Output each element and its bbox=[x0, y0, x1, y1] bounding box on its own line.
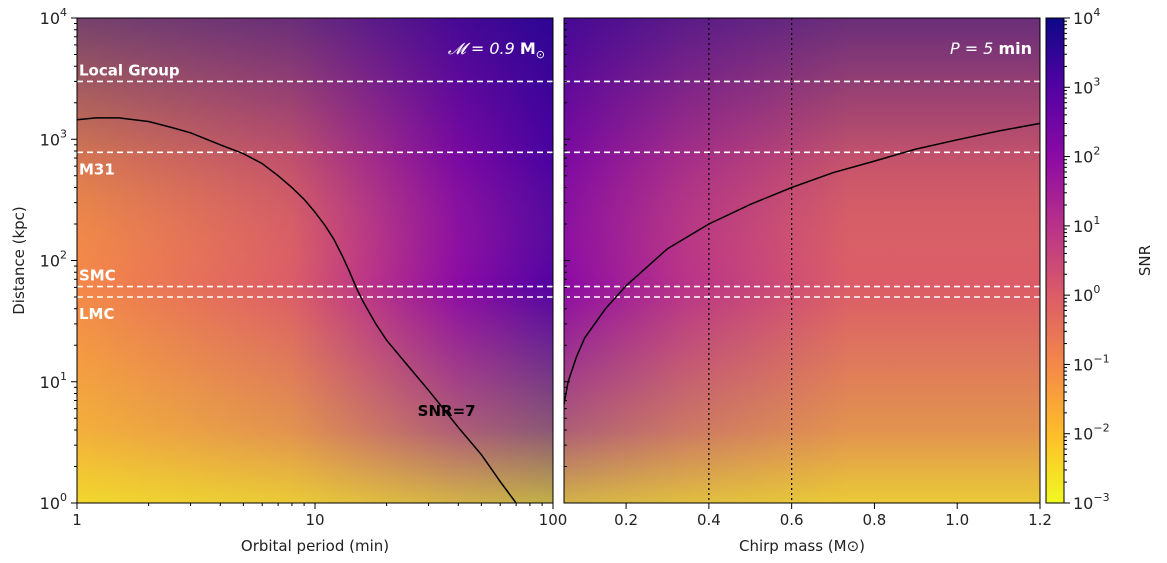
contour-label: SNR=7 bbox=[418, 402, 476, 420]
panel-annotation: 𝓜 = 0.9 M⊙ bbox=[448, 39, 545, 61]
reference-label: M31 bbox=[79, 160, 115, 178]
panel-annotation: P = 5 min bbox=[950, 39, 1032, 58]
colorbar: 104 103 102 101 100 10−1 10−2 10−3 SNR bbox=[1045, 6, 1154, 513]
colorbar-tick-label: 101 bbox=[1073, 214, 1100, 236]
y-tick-label: 101 bbox=[40, 370, 67, 392]
x-axis-label: Orbital period (min) bbox=[241, 537, 389, 555]
colorbar-tick-label: 104 bbox=[1073, 6, 1100, 28]
y-tick-label: 102 bbox=[40, 249, 67, 271]
x-axis-label: Chirp mass (M⊙) bbox=[739, 537, 865, 555]
colorbar-tick-label: 10−2 bbox=[1073, 422, 1110, 444]
snr-contour-line bbox=[76, 117, 517, 504]
reference-label: Local Group bbox=[79, 61, 180, 79]
colorbar-tick-label: 102 bbox=[1073, 145, 1100, 167]
heatmap-left-shade bbox=[77, 18, 553, 503]
colorbar-label: SNR bbox=[1136, 245, 1154, 276]
x-tick-label: 0.8 bbox=[863, 511, 887, 529]
colorbar-tick-label: 103 bbox=[1073, 75, 1100, 97]
x-tick-label: 100 bbox=[539, 511, 568, 529]
x-tick-label: 0.4 bbox=[697, 511, 721, 529]
y-tick-label: 103 bbox=[40, 127, 67, 149]
heatmap-right-shade bbox=[564, 18, 1040, 503]
y-tick-label: 100 bbox=[40, 491, 67, 513]
x-tick-label: 10 bbox=[305, 511, 324, 529]
y-tick-label: 104 bbox=[40, 6, 67, 28]
snr-contour-line bbox=[563, 122, 1041, 405]
x-tick-label: 1.2 bbox=[1028, 511, 1052, 529]
x-tick-label: 0.2 bbox=[614, 511, 638, 529]
reference-label: LMC bbox=[79, 305, 115, 323]
colorbar-tick-label: 10−3 bbox=[1073, 491, 1110, 513]
colorbar-gradient bbox=[1045, 17, 1065, 504]
y-axis-label: Distance (kpc) bbox=[10, 206, 28, 315]
x-tick-label: 0.6 bbox=[780, 511, 804, 529]
reference-label: SMC bbox=[79, 267, 116, 285]
left-panel: Local Group M31 SMC LMC SNR=7 𝓜 = 0.9 M⊙ 1 10 10… bbox=[10, 6, 567, 555]
right-panel: P = 5 min 0.2 0.4 0.6 0.8 1.0 1.2 Chirp mass (M… bbox=[563, 17, 1052, 555]
colorbar-tick-label: 10−1 bbox=[1073, 352, 1110, 374]
colorbar-tick-label: 100 bbox=[1073, 283, 1100, 305]
x-tick-label: 1.0 bbox=[945, 511, 969, 529]
x-tick-label: 1 bbox=[72, 511, 82, 529]
